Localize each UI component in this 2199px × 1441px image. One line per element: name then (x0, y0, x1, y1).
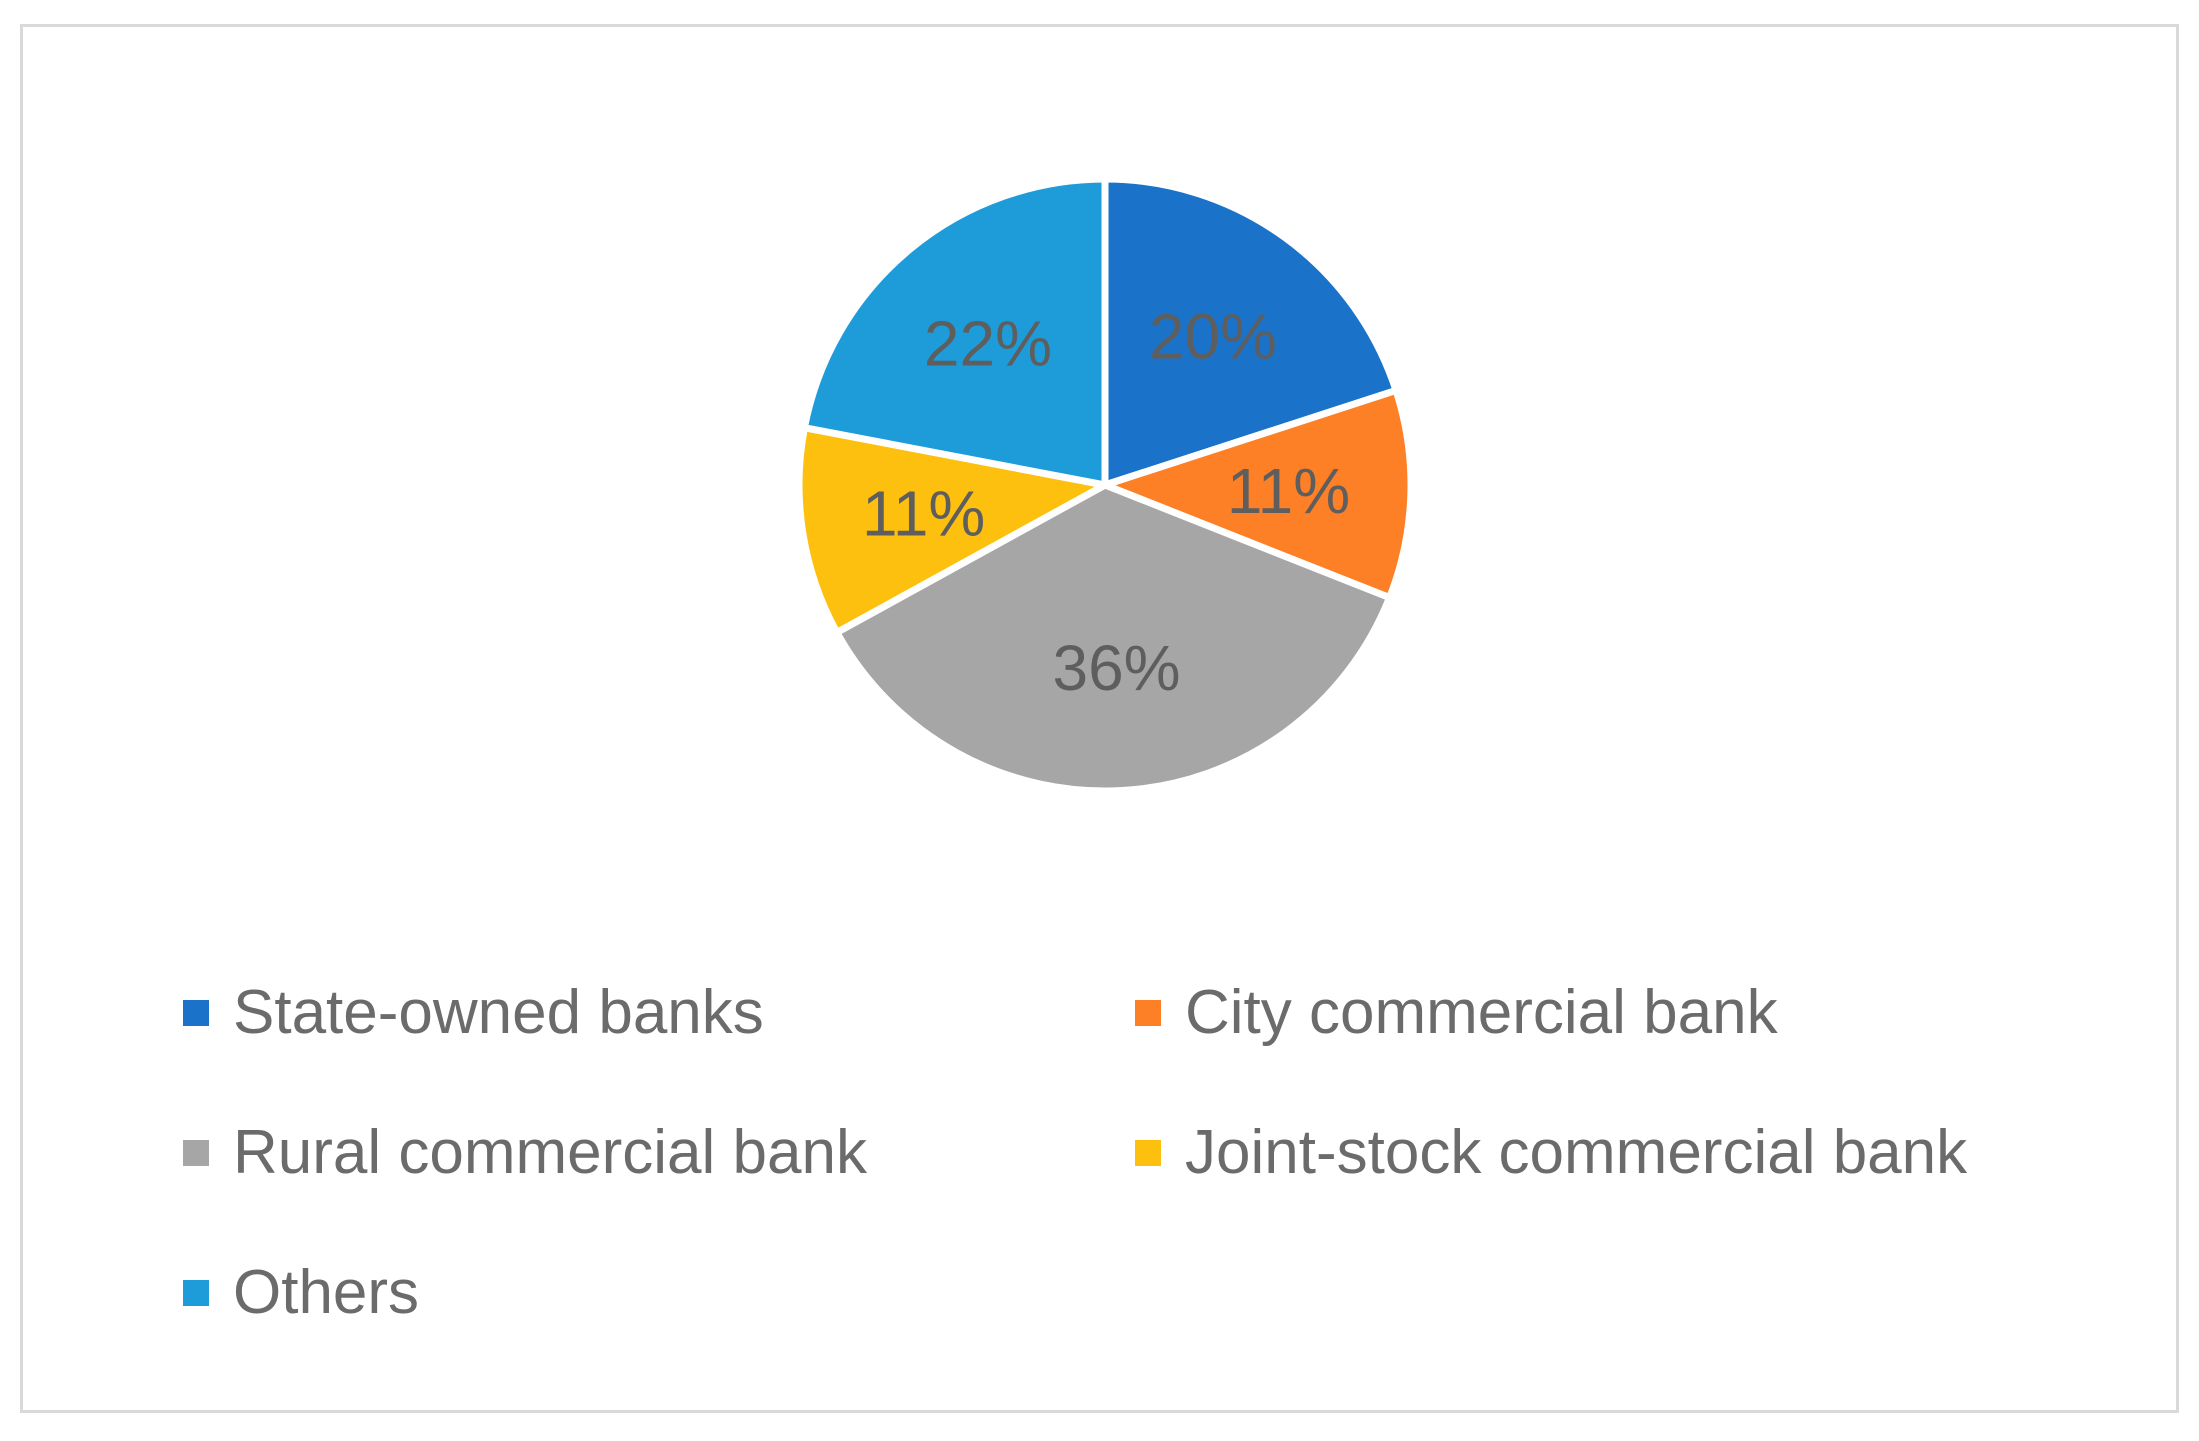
pie-slice-others (800, 175, 1109, 489)
pie-slice-state-owned-banks (1101, 175, 1400, 489)
pie-slice-city-commercial-bank (1101, 386, 1415, 602)
data-label-rural-commercial-bank: 36% (1052, 632, 1180, 704)
pie-slice-joint-stock-commercial-bank (795, 424, 1109, 636)
data-label-joint-stock-commercial-bank: 11% (862, 478, 985, 550)
data-label-state-owned-banks: 20% (1149, 300, 1277, 372)
pie-slice-rural-commercial-bank (833, 481, 1394, 795)
data-label-others: 22% (924, 308, 1052, 380)
data-label-city-commercial-bank: 11% (1227, 455, 1350, 527)
